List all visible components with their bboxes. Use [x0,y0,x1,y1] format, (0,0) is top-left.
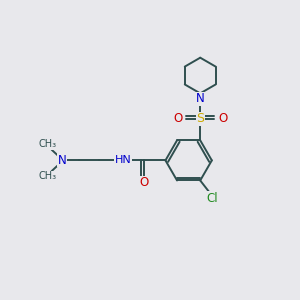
Text: O: O [173,112,183,125]
Text: N: N [196,92,205,105]
Text: S: S [196,112,204,125]
Text: N: N [58,154,67,167]
Text: O: O [218,112,227,125]
Text: O: O [140,176,149,190]
Text: CH₃: CH₃ [38,172,56,182]
Text: Cl: Cl [206,192,218,205]
Text: CH₃: CH₃ [38,140,56,149]
Text: HN: HN [115,155,132,165]
